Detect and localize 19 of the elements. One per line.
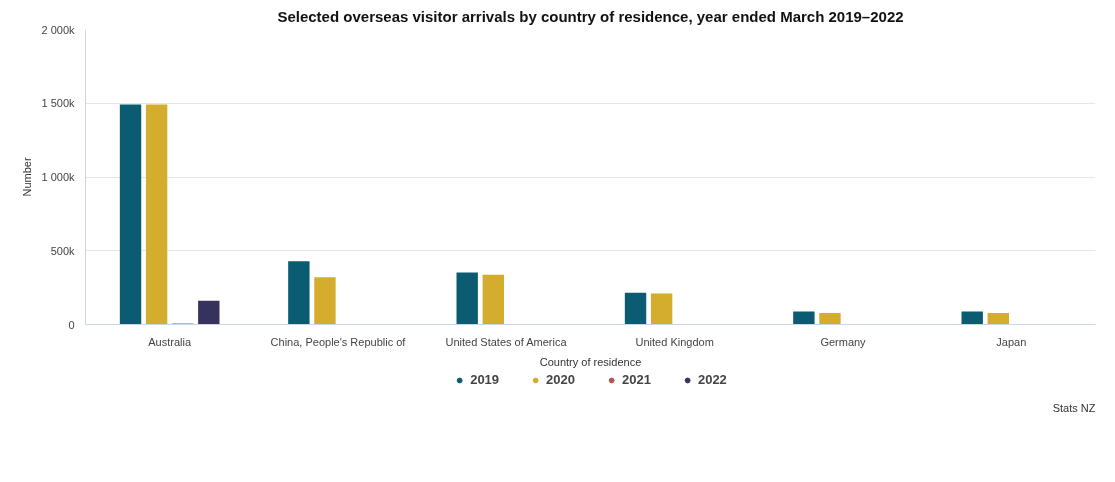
y-tick-label: 1 500k — [41, 97, 75, 110]
x-tick-label: Japan — [996, 335, 1027, 348]
y-tick-label: 1 000k — [41, 171, 75, 183]
y-tick-label: 0 — [68, 318, 75, 331]
text: Stats NZ — [1052, 401, 1096, 414]
x-tick-label: United Kingdom — [635, 335, 714, 348]
legend-label: 2019 — [470, 372, 500, 387]
y-axis-title: Number — [21, 157, 34, 197]
x-tick-label: Germany — [820, 335, 867, 348]
y-tick-label: 2 000k — [41, 23, 75, 36]
y-tick-label: 500k — [50, 244, 75, 257]
legend-label: 2021 — [622, 372, 651, 387]
chart-title: Selected overseas visitor arrivals by country of residence, year ended March 2019–2022 — [277, 7, 904, 25]
legend-label: 2020 — [546, 372, 575, 387]
legend-label: 2022 — [697, 372, 727, 387]
x-tick-label: United States of America — [445, 335, 568, 348]
x-axis-title: Country of residence — [539, 355, 642, 368]
x-tick-label: Australia — [148, 335, 192, 348]
x-tick-label: China, People's Republic of — [270, 335, 407, 348]
